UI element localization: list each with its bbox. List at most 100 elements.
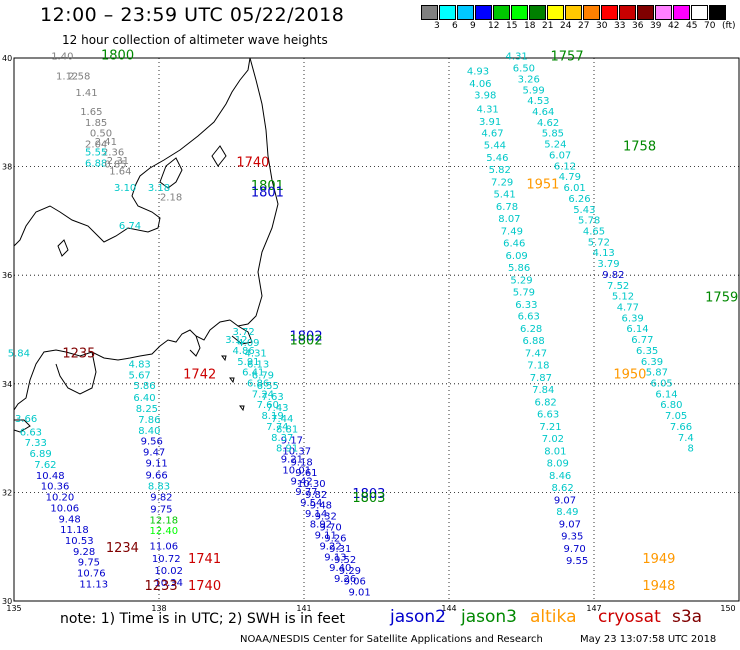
lon-tick-label: 135 <box>6 604 21 613</box>
wave-height-value: 4.09 <box>237 338 259 349</box>
wave-height-value: 5.55 <box>85 148 107 159</box>
wave-height-value: 11.13 <box>79 579 108 590</box>
wave-height-value: 4.64 <box>532 107 554 118</box>
legend-altika: altika <box>530 607 577 627</box>
wave-height-value: 9.82 <box>305 490 327 501</box>
wave-height-value: 10.72 <box>152 554 181 565</box>
wave-height-value: 3.66 <box>15 414 37 425</box>
wave-height-value: 11.18 <box>60 525 89 536</box>
wave-height-value: 6.14 <box>655 389 677 400</box>
wave-height-value: 6.82 <box>535 398 557 409</box>
wave-height-value: 5.43 <box>573 205 595 216</box>
wave-height-value: 6.78 <box>496 202 518 213</box>
wave-height-value: 9.17 <box>281 436 303 447</box>
wave-height-value: 6.41 <box>242 368 264 379</box>
wave-height-value: 10.76 <box>77 569 106 580</box>
wave-height-value: 5.91 <box>237 357 259 368</box>
wave-height-value: 7.02 <box>542 434 564 445</box>
units-note: note: 1) Time is in UTC; 2) SWH is in fe… <box>60 611 346 627</box>
wave-height-value: 4.31 <box>245 349 267 360</box>
izu-island-3 <box>239 405 245 412</box>
wave-height-value: 9.26 <box>334 574 356 585</box>
wave-height-value: 7.33 <box>25 438 47 449</box>
wave-height-value: 4.31 <box>506 52 528 63</box>
track-gray-cryosat: 1.40 1.122.58 1.41 1.651.850.502.412.042.36… <box>51 52 182 232</box>
wave-height-value: 6.50 <box>513 64 535 75</box>
wave-height-value: 6.46 <box>503 238 525 249</box>
wave-height-value: 9.47 <box>143 447 165 458</box>
pass-time-label: 1951 <box>526 177 559 192</box>
wave-height-value: 6.09 <box>506 251 528 262</box>
wave-height-value: 9.07 <box>559 520 581 531</box>
lon-tick-label: 150 <box>720 604 735 613</box>
wave-height-value: 10.34 <box>154 578 183 589</box>
honshu-east-coast <box>229 57 279 327</box>
pass-time-label: 1757 <box>551 50 584 65</box>
wave-height-value: 6.63 <box>20 427 42 438</box>
wave-height-value: 5.86 <box>508 263 530 274</box>
scale-swatch <box>637 5 654 20</box>
wave-height-value: 4.13 <box>593 248 615 259</box>
wave-height-value: 6.80 <box>660 400 682 411</box>
wave-height-value: 6.12 <box>554 161 576 172</box>
pass-time-label: 1800 <box>101 49 134 64</box>
wave-height-value: 9.11 <box>315 531 337 542</box>
wave-height-value: 6.89 <box>29 449 51 460</box>
lon-tick-label: 147 <box>586 604 601 613</box>
wave-height-value: 6.55 <box>257 381 279 392</box>
lon-tick-label: 138 <box>151 604 166 613</box>
wave-height-value: 7.29 <box>491 178 513 189</box>
wave-height-value: 5.87 <box>646 368 668 379</box>
scale-swatch <box>619 5 636 20</box>
wave-height-value: 9.56 <box>141 437 163 448</box>
wave-height-value: 6.63 <box>518 312 540 323</box>
scale-swatch <box>673 5 690 20</box>
wave-height-value: 8.83 <box>148 482 170 493</box>
wave-height-value: 3.12 <box>225 335 247 346</box>
lat-tick-label: 40 <box>2 54 12 63</box>
wave-height-value: 8.19 <box>261 411 283 422</box>
wave-height-value: 9.82 <box>150 493 172 504</box>
wave-height-value: 5.67 <box>129 370 151 381</box>
wave-height-value: 9.07 <box>554 495 576 506</box>
legend-jason3: jason3 <box>461 607 517 627</box>
wave-height-value: 10.01 <box>282 465 311 476</box>
pass-time-label: 1801 <box>251 179 284 194</box>
lake-biwa <box>57 239 69 257</box>
scale-label: 45 <box>686 21 698 31</box>
wave-height-value: 9.29 <box>339 566 361 577</box>
graticule-grid <box>14 58 739 601</box>
wave-height-value: 7.18 <box>527 361 549 372</box>
noto-peninsula <box>159 157 183 189</box>
wave-height-value: 4.93 <box>467 66 489 77</box>
wave-height-value: 4.83 <box>129 360 151 371</box>
scale-swatch <box>457 5 474 20</box>
pass-time-label: 1802 <box>290 329 323 344</box>
wave-height-value: 9.21 <box>281 455 303 466</box>
wave-height-value: 9.01 <box>348 588 370 599</box>
wave-height-value: 10.48 <box>36 471 65 482</box>
scale-swatch <box>709 5 726 20</box>
honshu-north-coast <box>13 57 251 247</box>
track-west-track-b: 4.835.675.866.408.257.868.409.569.479.11… <box>129 360 183 589</box>
wave-height-value: 9.13 <box>324 552 346 563</box>
wave-height-value: 9.40 <box>329 563 351 574</box>
wave-height-value: 6.79 <box>252 370 274 381</box>
wave-height-value: 2.41 <box>95 137 117 148</box>
wave-height-value: 5.84 <box>8 349 30 360</box>
wave-height-value: 4.06 <box>469 79 491 90</box>
pass-time-label: 1742 <box>183 367 216 382</box>
generation-timestamp: May 23 13:07:58 UTC 2018 <box>580 634 717 645</box>
wave-height-value: 6.35 <box>636 346 658 357</box>
wave-height-value: 9.48 <box>310 501 332 512</box>
wave-height-color-scale <box>421 5 727 21</box>
wave-height-value: 10.37 <box>282 446 311 457</box>
wave-height-value: 9.42 <box>290 476 312 487</box>
wave-height-value: 9.55 <box>566 556 588 567</box>
wave-height-value: 0.50 <box>90 129 112 140</box>
wave-height-value: 6.39 <box>641 357 663 368</box>
wave-height-value: 7.66 <box>670 422 692 433</box>
scale-swatch <box>493 5 510 20</box>
scale-swatch <box>565 5 582 20</box>
